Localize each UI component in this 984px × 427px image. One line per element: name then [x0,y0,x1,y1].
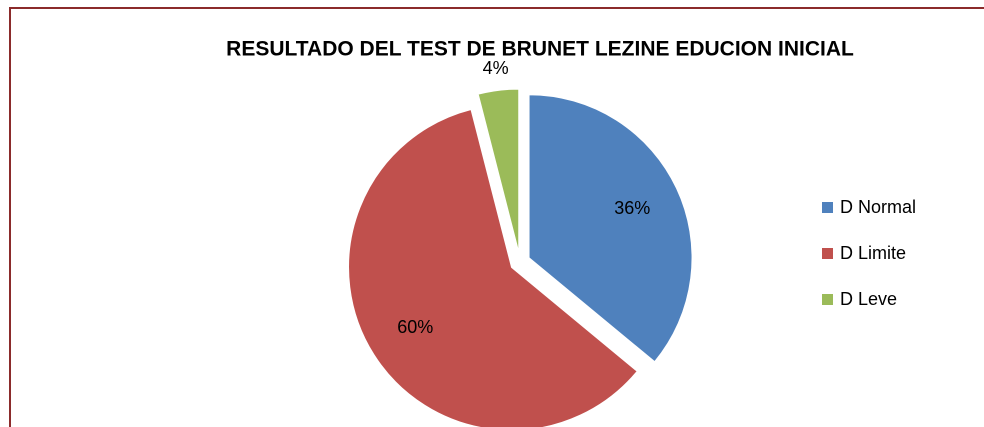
data-label: 60% [397,317,433,337]
legend-label: D Normal [840,197,916,217]
pie-slice [348,108,638,427]
legend-swatch [822,294,833,305]
data-label: 4% [483,58,509,78]
data-label: 36% [614,198,650,218]
legend-swatch [822,248,833,259]
legend-swatch [822,202,833,213]
legend-label: D Limite [840,243,906,263]
chart-title: RESULTADO DEL TEST DE BRUNET LEZINE EDUC… [226,38,854,61]
pie-slice [528,94,693,363]
legend-label: D Leve [840,289,897,309]
pie-slice [477,88,520,253]
